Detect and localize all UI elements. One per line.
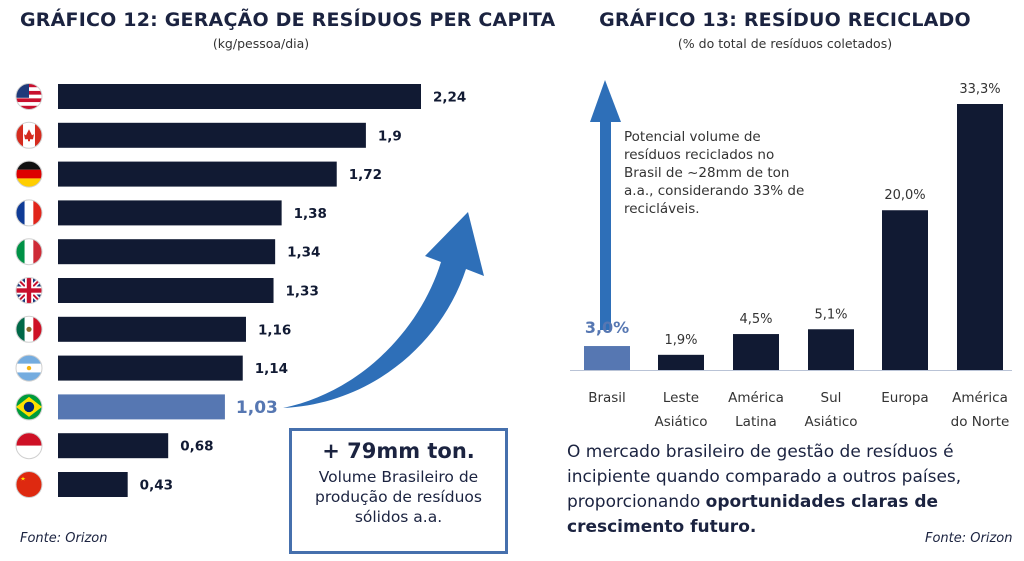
right-chart-subtitle: (% do total de resíduos coletados) xyxy=(677,36,893,51)
bar-brasil xyxy=(584,346,630,370)
argentina-flag-icon xyxy=(15,354,43,382)
china-flag-icon xyxy=(15,471,43,498)
uk-flag-icon xyxy=(15,277,43,304)
category-label: América do Norte xyxy=(951,390,1010,430)
bar-américa-do-norte xyxy=(957,104,1003,370)
potential-volume-note: Potencial volume de resíduos reciclados … xyxy=(624,129,805,217)
bar-brazil xyxy=(58,394,225,420)
bar-value-label: 1,33 xyxy=(286,284,319,300)
bar-value-label: 4,5% xyxy=(739,312,772,327)
bar-argentina xyxy=(58,355,243,381)
market-summary: O mercado brasileiro de gestão de resídu… xyxy=(567,440,987,540)
italy-flag-icon xyxy=(15,238,43,266)
bar-france xyxy=(58,200,282,226)
potential-arrow xyxy=(590,80,621,330)
bar-value-label: 1,03 xyxy=(236,398,278,418)
bar-value-label: 1,9% xyxy=(664,333,697,348)
bar-value-label: 1,16 xyxy=(258,322,291,338)
bar-value-label: 3,0% xyxy=(585,318,629,337)
us-flag-icon xyxy=(15,83,43,110)
bar-value-label: 2,24 xyxy=(433,90,466,106)
indonesia-flag-icon xyxy=(15,432,43,460)
summary-highlight: oportunidades claras de crescimento futu… xyxy=(567,492,939,537)
bar-value-label: 1,34 xyxy=(287,245,320,261)
volume-callout-box: + 79mm ton. Volume Brasileiro de produçã… xyxy=(289,428,508,554)
france-flag-icon xyxy=(15,199,43,227)
bar-américa-latina xyxy=(733,334,779,370)
bar-uk xyxy=(58,278,274,303)
callout-text: Volume Brasileiro de produção de resíduo… xyxy=(315,468,482,526)
right-source: Fonte: Orizon xyxy=(925,531,1013,546)
canada-flag-icon xyxy=(15,121,43,149)
callout-headline: + 79mm ton. xyxy=(322,439,475,463)
bar-value-label: 1,9 xyxy=(378,128,402,144)
category-label: América Latina xyxy=(728,390,784,430)
bar-value-label: 0,43 xyxy=(140,478,173,494)
bar-italy xyxy=(58,239,276,265)
bar-china xyxy=(58,472,128,497)
mexico-flag-icon xyxy=(15,315,43,343)
left-chart-title: GRÁFICO 12: GERAÇÃO DE RESÍDUOS PER CAPI… xyxy=(20,9,556,31)
bar-canada xyxy=(58,122,366,148)
bar-value-label: 1,38 xyxy=(294,206,327,222)
category-label: Brasil xyxy=(588,390,626,406)
bar-indonesia xyxy=(58,433,169,459)
summary-text: O mercado brasileiro de gestão de resídu… xyxy=(567,442,962,512)
bar-value-label: 33,3% xyxy=(959,82,1000,97)
category-label: Leste Asiático xyxy=(654,390,707,430)
bar-value-label: 20,0% xyxy=(884,188,925,203)
bar-leste-asiático xyxy=(658,354,704,370)
brazil-flag-icon xyxy=(15,393,43,421)
left-source: Fonte: Orizon xyxy=(20,531,108,546)
bar-us xyxy=(58,84,421,109)
bar-value-label: 1,14 xyxy=(255,361,288,377)
bar-europa xyxy=(882,210,928,370)
bar-value-label: 5,1% xyxy=(814,307,847,322)
category-label: Europa xyxy=(881,390,928,406)
right-chart-title: GRÁFICO 13: RESÍDUO RECICLADO xyxy=(599,9,971,31)
bar-value-label: 1,72 xyxy=(349,167,382,183)
left-chart-subtitle: (kg/pessoa/dia) xyxy=(212,36,310,51)
bar-sul-asiático xyxy=(808,329,854,370)
category-label: Sul Asiático xyxy=(804,390,857,430)
bar-germany xyxy=(58,161,337,187)
bar-value-label: 0,68 xyxy=(180,439,213,455)
bar-mexico xyxy=(58,316,246,342)
growth-arrow xyxy=(283,212,484,408)
germany-flag-icon xyxy=(15,160,43,188)
